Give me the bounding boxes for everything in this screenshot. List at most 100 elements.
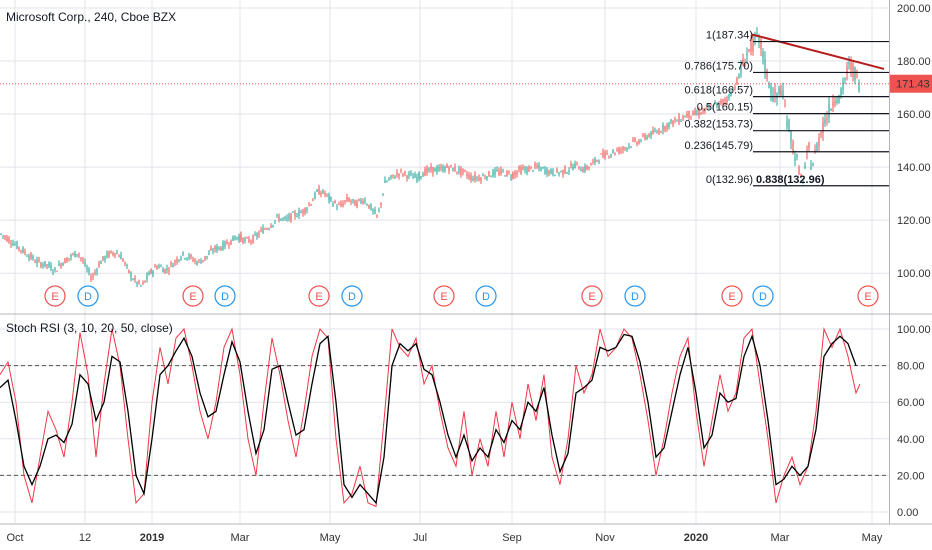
candle-body (322, 189, 324, 194)
last-price-badge (890, 74, 932, 93)
candle-body (38, 259, 40, 261)
candle-body (78, 254, 80, 256)
candle-body (794, 157, 796, 161)
candle-body (488, 171, 490, 177)
candle-body (774, 89, 776, 95)
time-tick-label: Sep (502, 532, 522, 544)
candle-body (220, 247, 222, 251)
candle-body (246, 237, 248, 239)
candle-body (508, 172, 510, 174)
candle-body (206, 255, 208, 257)
event-marker-label: E (189, 291, 196, 303)
candle-body (368, 204, 370, 209)
candle-body (698, 110, 700, 116)
candle-body (288, 215, 290, 219)
candle-body (90, 277, 92, 280)
candle-body (780, 90, 782, 96)
candle-body (808, 143, 810, 148)
candle-body (328, 194, 330, 200)
candle-body (464, 170, 466, 172)
event-marker (77, 285, 99, 307)
candle-body (708, 106, 710, 108)
event-marker (433, 285, 455, 307)
candle-body (650, 131, 652, 137)
candle-body (566, 172, 568, 174)
candle-body (616, 149, 618, 151)
candle-body (714, 102, 716, 104)
candle-body (378, 210, 380, 212)
candle-body (728, 94, 730, 99)
candle-body (140, 285, 142, 287)
candle-body (284, 217, 286, 219)
candle-body (536, 166, 538, 168)
candle-body (704, 107, 706, 112)
candle-body (276, 215, 278, 217)
candle-body (182, 251, 184, 255)
candle-body (572, 166, 574, 170)
candle-body (178, 259, 180, 262)
event-marker (857, 285, 879, 307)
candle-body (840, 88, 842, 97)
candle-body (706, 106, 708, 108)
candle-body (718, 101, 720, 103)
candle-body (550, 168, 552, 174)
candle-body (460, 167, 462, 175)
candle-body (628, 145, 630, 147)
candle-body (760, 39, 762, 49)
candle-body (462, 168, 464, 173)
candle-body (210, 248, 212, 251)
candle-body (180, 257, 182, 259)
price-tick-label: 140.00 (897, 162, 931, 174)
time-tick-label: 2019 (140, 532, 164, 544)
candle-body (0, 233, 2, 235)
rsi-tick-label: 100.00 (897, 324, 931, 336)
candle-body (762, 51, 764, 58)
time-tick-label: Nov (595, 532, 615, 544)
candle-body (410, 173, 412, 175)
grid-layer (0, 0, 889, 523)
candle-body (250, 240, 252, 242)
candle-body (432, 167, 434, 174)
price-tick-label: 180.00 (897, 56, 931, 68)
candle-body (430, 166, 432, 171)
candle-body (360, 200, 362, 203)
candle-body (336, 206, 338, 208)
candle-body (6, 236, 8, 242)
candle-body (390, 175, 392, 178)
candle-body (448, 168, 450, 172)
candle-body (586, 166, 588, 170)
candle-body (258, 233, 260, 236)
candle-body (44, 261, 46, 267)
candle-body (394, 177, 396, 179)
trend-line (751, 33, 885, 70)
event-marker (341, 285, 363, 307)
candle-body (298, 210, 300, 217)
candle-body (64, 258, 66, 264)
candle-body (570, 164, 572, 166)
candle-body (686, 113, 688, 117)
candle-body (682, 116, 684, 120)
candle-body (134, 278, 136, 281)
candle-body (268, 228, 270, 230)
candle-body (92, 275, 94, 278)
candle-body (2, 235, 4, 237)
candle-body (542, 167, 544, 169)
candle-body (822, 122, 824, 133)
candle-body (832, 101, 834, 107)
candle-body (486, 176, 488, 179)
event-marker-label: D (84, 291, 92, 303)
candle-body (422, 174, 424, 177)
event-marker-label: E (51, 291, 58, 303)
candle-body (452, 168, 454, 172)
candle-body (282, 218, 284, 220)
rsi-tick-label: 60.00 (897, 397, 925, 409)
candle-body (42, 264, 44, 267)
candle-body (388, 178, 390, 181)
candle-body (332, 203, 334, 206)
candle-body (678, 116, 680, 124)
candle-body (8, 238, 10, 243)
candle-body (724, 99, 726, 102)
candle-body (790, 131, 792, 142)
